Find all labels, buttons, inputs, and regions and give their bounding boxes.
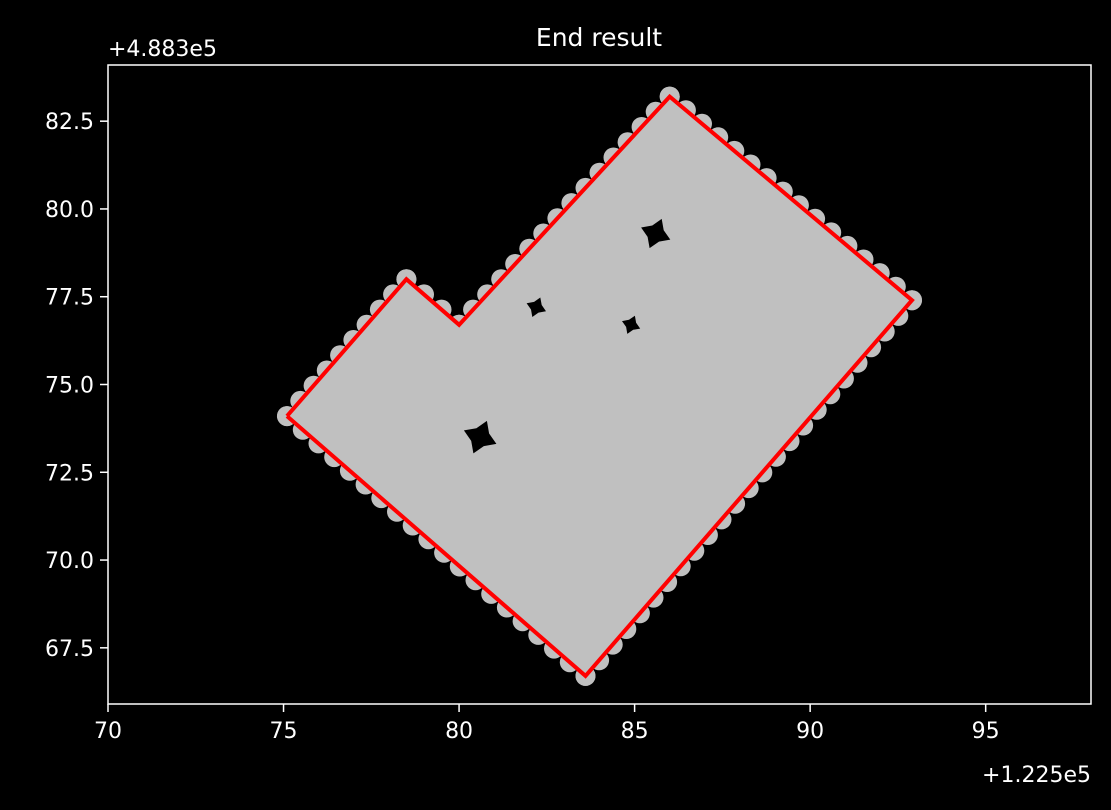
x-tick-label: 70 <box>94 719 122 744</box>
plot-area <box>277 86 922 686</box>
x-tick-label: 75 <box>270 719 298 744</box>
hole <box>641 218 671 249</box>
y-tick-label: 70.0 <box>45 549 94 574</box>
y-tick-label: 80.0 <box>45 198 94 223</box>
y-tick-label: 67.5 <box>45 637 94 662</box>
x-tick-label: 80 <box>445 719 473 744</box>
y-tick-label: 77.5 <box>45 286 94 311</box>
filled-region <box>287 96 912 676</box>
x-tick-label: 90 <box>796 719 824 744</box>
chart-title: End result <box>536 23 662 52</box>
x-tick-label: 95 <box>972 719 1000 744</box>
y-tick-label: 82.5 <box>45 110 94 135</box>
x-axis: 70 75 80 85 90 95 <box>94 704 1000 744</box>
y-tick-label: 72.5 <box>45 461 94 486</box>
y-offset-label: +4.883e5 <box>108 37 217 62</box>
hole <box>622 315 641 334</box>
y-axis: 67.5 70.0 72.5 75.0 77.5 80.0 82.5 <box>45 110 108 662</box>
x-offset-label: +1.225e5 <box>982 763 1091 788</box>
outline-line <box>285 93 915 679</box>
hole <box>463 420 497 454</box>
hole <box>526 297 546 317</box>
y-tick-label: 75.0 <box>45 374 94 399</box>
x-tick-label: 85 <box>621 719 649 744</box>
